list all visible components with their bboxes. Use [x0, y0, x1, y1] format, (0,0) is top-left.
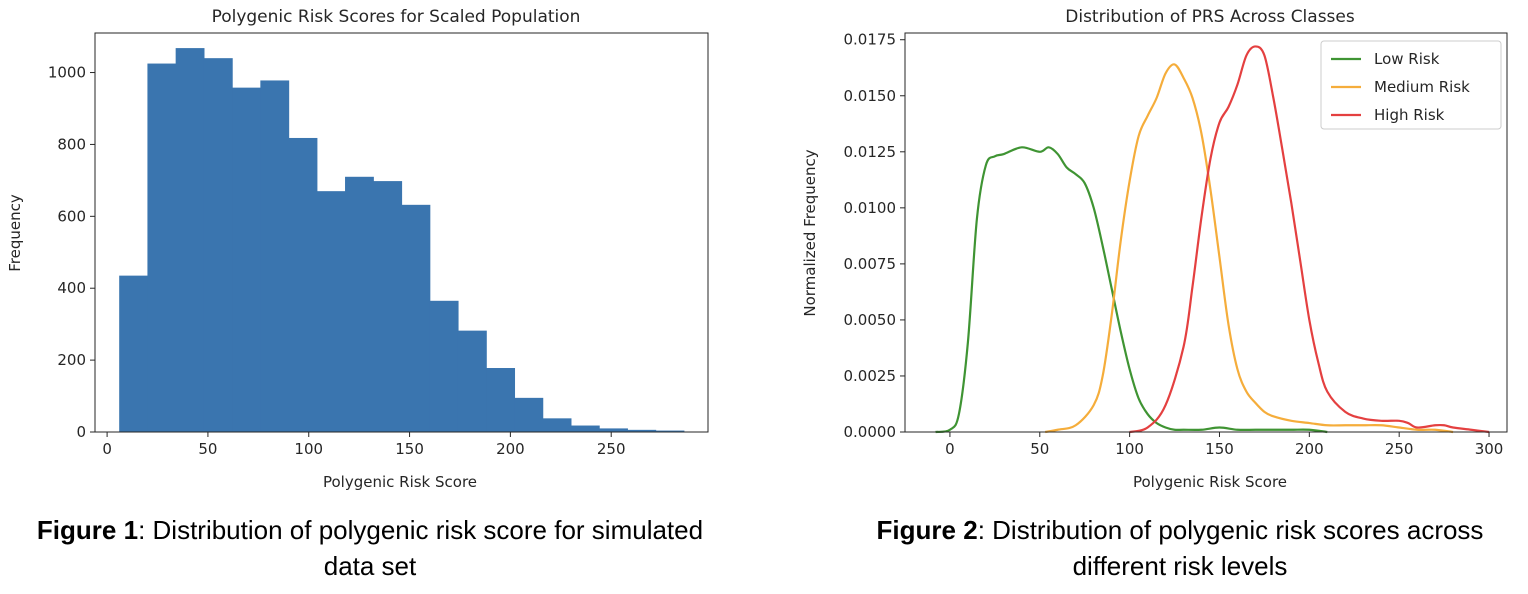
bars-group — [119, 48, 685, 433]
chart-title: Distribution of PRS Across Classes — [1065, 7, 1355, 27]
caption-label: Figure 2 — [876, 515, 978, 545]
legend: Low Risk Medium Risk High Risk — [1320, 40, 1502, 130]
histogram-bar — [457, 330, 487, 432]
histogram-bar — [232, 87, 261, 432]
figure-1-caption: Figure 1: Distribution of polygenic risk… — [20, 512, 720, 584]
y-tick-label: 800 — [57, 135, 86, 153]
x-tick-label: 150 — [395, 440, 424, 458]
x-tick-label: 100 — [294, 440, 323, 458]
histogram-bar — [147, 63, 177, 433]
x-tick-label: 250 — [1385, 440, 1414, 458]
y-tick-label: 0 — [76, 423, 86, 441]
histogram-bar — [260, 80, 290, 433]
figure-2: Distribution of PRS Across Classes 0 50 10… — [780, 0, 1528, 594]
legend-box — [1320, 40, 1502, 130]
x-tick-label: 150 — [1205, 440, 1234, 458]
x-tick-label: 100 — [1115, 440, 1144, 458]
x-axis-ticks: 0 50 100 150 200 250 — [102, 432, 626, 458]
figure-2-caption: Figure 2: Distribution of polygenic risk… — [840, 512, 1520, 584]
y-axis-label: Normalized Frequency — [801, 149, 819, 316]
legend-label: Medium Risk — [1374, 78, 1470, 96]
y-axis-label: Frequency — [6, 194, 24, 272]
y-tick-label: 600 — [57, 207, 86, 225]
histogram-bar — [373, 181, 403, 432]
histogram-bar — [203, 58, 233, 432]
histogram-bar — [627, 429, 657, 432]
caption-text: : Distribution of polygenic risk score f… — [138, 515, 704, 581]
y-tick-label: 0.0175 — [844, 31, 897, 49]
legend-label: Low Risk — [1374, 50, 1440, 68]
caption-label: Figure 1 — [36, 515, 139, 545]
histogram-bar — [429, 300, 459, 432]
histogram-bar — [570, 425, 600, 432]
series-lines — [935, 45, 1490, 434]
figure-1: Polygenic Risk Scores for Scaled Populat… — [0, 0, 740, 594]
x-tick-label: 200 — [496, 440, 525, 458]
y-tick-label: 0.0075 — [844, 255, 897, 273]
legend-label: High Risk — [1374, 106, 1445, 124]
y-tick-label: 0.0050 — [844, 311, 897, 329]
plot-frame — [904, 32, 1508, 433]
histogram-bar — [401, 204, 431, 432]
x-tick-label: 50 — [198, 440, 217, 458]
x-tick-label: 200 — [1295, 440, 1324, 458]
x-axis-label: Polygenic Risk Score — [1133, 473, 1287, 491]
y-tick-label: 0.0150 — [844, 87, 897, 105]
caption-text: : Distribution of polygenic risk scores … — [977, 515, 1484, 581]
histogram-bar — [288, 137, 318, 432]
histogram-bar — [486, 368, 516, 432]
series-line-high-risk — [1129, 45, 1490, 434]
histogram-bar — [316, 191, 346, 432]
chart-title: Polygenic Risk Scores for Scaled Populat… — [212, 7, 581, 27]
histogram-bar — [599, 428, 628, 432]
x-tick-label: 0 — [945, 440, 955, 458]
density-chart: Distribution of PRS Across Classes 0 50 10… — [801, 7, 1508, 491]
y-tick-label: 200 — [57, 351, 86, 369]
y-tick-label: 400 — [57, 279, 86, 297]
y-tick-label: 0.0100 — [844, 199, 897, 217]
y-tick-label: 0.0000 — [844, 423, 897, 441]
histogram-bar — [514, 397, 544, 432]
histogram-bar — [655, 430, 685, 432]
histogram-bar — [542, 418, 572, 432]
histogram-bar — [119, 275, 149, 432]
plot-frame — [94, 32, 709, 433]
histogram-bar — [175, 48, 205, 433]
x-tick-label: 50 — [1030, 440, 1049, 458]
series-line-low-risk — [935, 146, 1328, 434]
x-axis-ticks: 0 50 100 150 200 250 300 — [945, 432, 1503, 458]
x-tick-label: 300 — [1475, 440, 1504, 458]
y-tick-label: 0.0025 — [844, 367, 897, 385]
y-tick-label: 1000 — [48, 64, 86, 82]
y-axis-ticks: 0.0000 0.0025 0.0050 0.0075 0.0100 0.0125 0.01… — [844, 31, 905, 441]
x-tick-label: 0 — [102, 440, 112, 458]
y-tick-label: 0.0125 — [844, 143, 897, 161]
x-axis-label: Polygenic Risk Score — [323, 473, 477, 491]
x-tick-label: 250 — [597, 440, 626, 458]
y-axis-ticks: 0 200 400 600 800 1000 — [48, 64, 95, 441]
series-line-medium-risk — [1044, 63, 1454, 434]
histogram-chart: Polygenic Risk Scores for Scaled Populat… — [6, 7, 709, 491]
histogram-bar — [345, 176, 374, 432]
